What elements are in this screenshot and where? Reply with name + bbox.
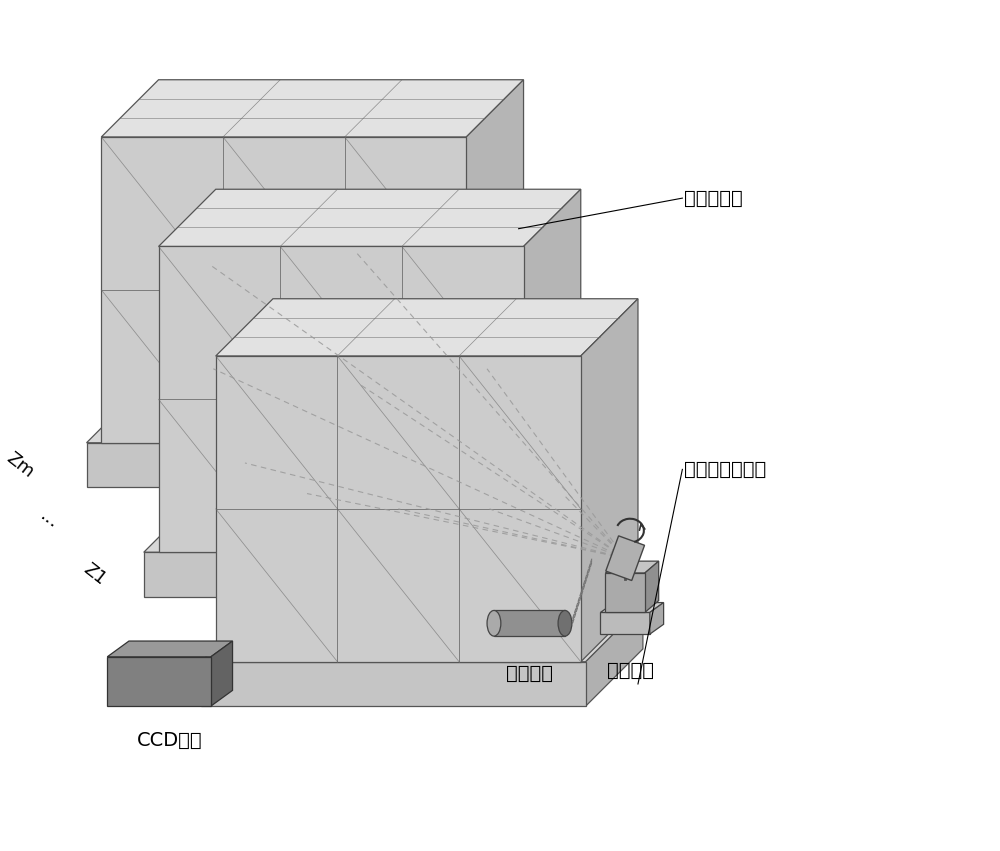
Text: Z1: Z1: [80, 560, 109, 589]
Polygon shape: [211, 641, 233, 706]
Polygon shape: [524, 189, 581, 552]
Polygon shape: [216, 299, 638, 356]
Polygon shape: [581, 299, 638, 662]
Polygon shape: [159, 189, 581, 247]
Polygon shape: [107, 657, 211, 706]
Text: Zm: Zm: [3, 448, 37, 481]
Text: 线激光器: 线激光器: [506, 664, 553, 683]
Polygon shape: [645, 561, 659, 613]
Polygon shape: [201, 604, 643, 662]
Polygon shape: [201, 662, 586, 706]
Polygon shape: [494, 610, 565, 636]
Text: ...: ...: [37, 506, 63, 533]
Polygon shape: [144, 495, 586, 552]
Polygon shape: [650, 603, 664, 634]
Polygon shape: [600, 613, 650, 634]
Ellipse shape: [558, 610, 572, 636]
Polygon shape: [107, 641, 233, 657]
Polygon shape: [471, 386, 528, 487]
Polygon shape: [600, 603, 664, 613]
Polygon shape: [528, 495, 586, 597]
Polygon shape: [586, 604, 643, 706]
Polygon shape: [605, 573, 645, 613]
Polygon shape: [101, 80, 524, 137]
Ellipse shape: [487, 610, 501, 636]
Polygon shape: [605, 561, 659, 573]
Polygon shape: [466, 80, 524, 443]
Text: Z0: Z0: [152, 670, 181, 699]
Text: 振镜系统: 振镜系统: [607, 661, 654, 680]
Text: 一维电动平移台: 一维电动平移台: [684, 460, 767, 479]
Polygon shape: [216, 356, 581, 662]
Polygon shape: [159, 247, 524, 552]
Text: 平面标定靶: 平面标定靶: [684, 189, 743, 208]
Polygon shape: [144, 552, 528, 597]
Text: CCD相机: CCD相机: [137, 731, 202, 751]
Polygon shape: [87, 386, 528, 443]
Polygon shape: [606, 536, 645, 580]
Polygon shape: [101, 137, 466, 443]
Polygon shape: [87, 443, 471, 487]
